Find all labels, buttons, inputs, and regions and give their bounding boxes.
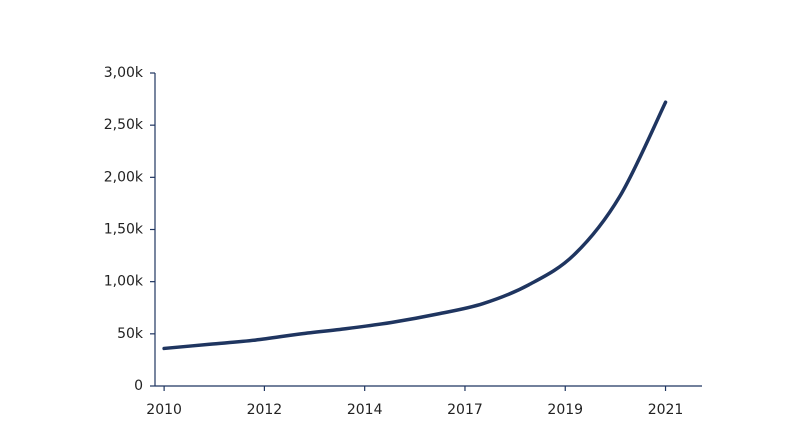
y-tick-label: 3,00k [104,65,144,81]
x-tick-label: 2012 [247,402,283,418]
line [162,100,668,351]
y-tick-label: 1,00k [104,274,144,290]
y-tick-label: 1,50k [104,222,144,238]
y-tick-label: 0 [134,378,143,394]
x-tick-label: 2021 [648,402,684,418]
x-tick-label: 2014 [347,402,383,418]
y-tick-label: 2,00k [104,169,144,185]
y-tick-label: 2,50k [104,117,144,133]
y-tick-label: 50k [117,326,144,342]
x-tick-label: 2017 [447,402,483,418]
x-tick-label: 2010 [146,402,182,418]
x-tick-label: 2019 [547,402,583,418]
